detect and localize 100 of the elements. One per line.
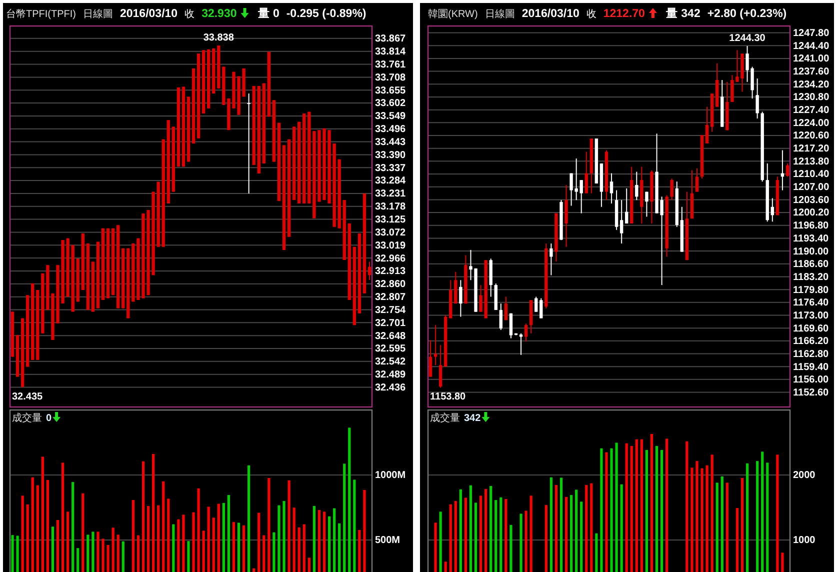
y-tick-label: 1234.20 [793, 79, 830, 90]
y-tick-label: 33.814 [375, 46, 406, 58]
candlestick [524, 323, 528, 342]
candlestick [428, 340, 432, 378]
y-tick-label: 32.595 [375, 344, 406, 355]
candlestick [645, 191, 648, 218]
candlestick [620, 200, 624, 244]
y-tick-label: 32.436 [375, 382, 406, 394]
y-tick-label: 33.496 [375, 124, 406, 136]
annotation: 1244.30 [729, 33, 766, 44]
y-tick-label: 1000M [375, 470, 406, 482]
text: -0.295 (-0.89%) [286, 8, 366, 20]
candlestick [610, 172, 614, 204]
y-tick-label: 32.489 [375, 370, 406, 381]
annotation: 32.435 [12, 392, 44, 402]
y-tick-label: 1166.20 [793, 336, 830, 348]
text: 2016/03/10 [522, 8, 580, 20]
y-tick-label: 1220.60 [793, 130, 830, 142]
y-tick-label: 1213.80 [793, 156, 830, 168]
candlestick [519, 332, 523, 356]
y-tick-label: 1152.60 [793, 387, 830, 398]
candlestick [624, 188, 628, 224]
chart-title: 台幣TPFI(TPFI) [6, 8, 76, 20]
candlestick [540, 298, 543, 319]
y-tick-label: 1224.00 [793, 118, 830, 129]
y-tick-label: 33.443 [375, 136, 406, 148]
y-tick-label: 32.648 [375, 330, 406, 342]
y-tick-label: 32.807 [375, 292, 406, 304]
y-tick-label: 33.284 [375, 176, 406, 187]
y-tick-label: 1237.60 [793, 66, 830, 78]
y-tick-label: 1247.80 [793, 28, 830, 39]
y-tick-label: 33.019 [375, 240, 406, 252]
y-tick-label: 1244.40 [793, 40, 830, 52]
y-tick-label: 1217.20 [793, 144, 830, 155]
candlestick [499, 303, 503, 330]
chart-subtitle: 日線圖 [484, 9, 515, 20]
candlestick [438, 344, 442, 388]
text: 收 [184, 9, 195, 20]
y-tick-label: 1159.40 [793, 362, 830, 373]
y-tick-label: 1227.40 [793, 105, 830, 116]
candlestick [509, 312, 513, 339]
candlestick [534, 296, 538, 312]
y-tick-label: 1207.00 [793, 182, 830, 194]
chart-title: 韓圜(KRW) [428, 8, 478, 20]
y-tick-label: 1210.40 [793, 169, 830, 180]
y-tick-label: 1241.00 [793, 54, 830, 65]
y-tick-label: 1169.60 [793, 323, 830, 334]
text: 32.930 [202, 8, 237, 20]
y-tick-label: 33.602 [375, 98, 406, 110]
text: +2.80 (+0.23%) [707, 8, 787, 20]
candlestick [504, 296, 508, 321]
y-tick-label: 33.549 [375, 111, 406, 122]
candlestick [635, 171, 638, 201]
text: 量 342 [664, 7, 700, 20]
y-tick-label: 32.966 [375, 253, 406, 264]
annotation: 33.838 [203, 32, 234, 44]
y-tick-label: 33.655 [375, 85, 406, 96]
y-tick-label: 1230.80 [793, 92, 830, 104]
candlestick [459, 280, 462, 318]
text: 量 0 [256, 7, 280, 20]
chart-title: 成交量 [12, 412, 42, 424]
chart-title: 成交量 [430, 412, 460, 424]
y-tick-label: 500M [375, 535, 400, 546]
candlestick [247, 93, 250, 194]
y-tick-label: 1193.40 [793, 233, 830, 244]
y-tick-label: 1196.80 [793, 220, 830, 232]
y-tick-label: 33.178 [375, 202, 406, 213]
y-tick-label: 33.125 [375, 214, 406, 226]
y-tick-label: 1162.80 [793, 348, 830, 360]
y-tick-label: 1179.80 [793, 284, 830, 296]
candlestick [770, 198, 774, 222]
y-tick-label: 1000 [793, 535, 816, 546]
annotation: 1153.80 [430, 392, 466, 403]
candlestick [550, 243, 553, 276]
y-tick-label: 32.754 [375, 304, 406, 316]
y-tick-label: 33.390 [375, 150, 406, 161]
text: 2016/03/10 [120, 8, 178, 20]
y-tick-label: 33.072 [375, 227, 406, 238]
y-tick-label: 33.761 [375, 59, 406, 70]
candlestick [705, 106, 709, 144]
y-tick-label: 33.231 [375, 188, 406, 200]
y-tick-label: 1186.60 [793, 259, 830, 270]
candlestick [584, 151, 588, 194]
text: 收 [586, 9, 596, 20]
text: 1212.70 [603, 8, 645, 20]
y-tick-label: 32.542 [375, 356, 406, 368]
y-tick-label: 32.913 [375, 266, 406, 278]
y-tick-label: 1156.00 [793, 374, 830, 386]
candlestick [454, 271, 458, 304]
y-tick-label: 32.701 [375, 318, 406, 329]
y-tick-label: 32.860 [375, 279, 406, 290]
chart-subtitle: 日線圖 [83, 9, 113, 20]
y-tick-label: 1176.40 [793, 298, 830, 309]
candlestick [756, 78, 759, 120]
y-tick-label: 33.708 [375, 72, 406, 84]
y-tick-label: 1190.00 [793, 246, 830, 258]
annotation: 0 [46, 413, 52, 424]
y-tick-label: 1203.60 [793, 194, 830, 206]
candlestick [434, 324, 438, 366]
y-tick-label: 33.337 [375, 162, 406, 174]
